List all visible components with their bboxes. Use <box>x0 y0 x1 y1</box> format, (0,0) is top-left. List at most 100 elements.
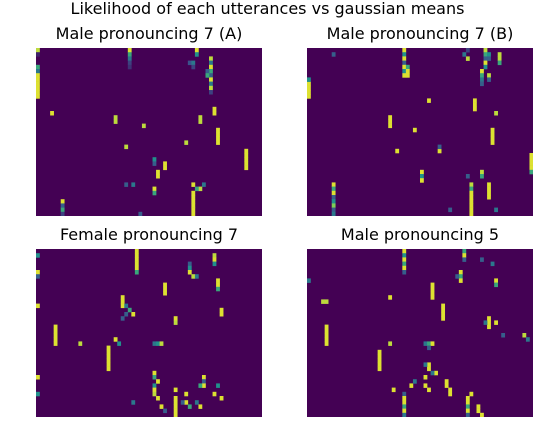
heatmap-cell <box>163 282 167 288</box>
heatmap-cell <box>127 64 132 70</box>
heatmap-cell <box>487 324 491 330</box>
heatmap-cell <box>402 261 407 267</box>
heatmap-cell <box>472 106 477 112</box>
heatmap-cell <box>187 60 192 66</box>
heatmap-cell <box>191 60 196 66</box>
heatmap-cell <box>402 253 407 258</box>
heatmap-cell <box>191 182 196 187</box>
heatmap-cell <box>141 123 146 129</box>
heatmap-cell <box>60 199 65 204</box>
heatmap-cell <box>402 69 407 74</box>
heatmap-cell <box>430 295 435 300</box>
heatmap-cell <box>159 404 164 409</box>
heatmap-cell <box>120 316 125 321</box>
heatmap-cell <box>216 286 220 292</box>
heatmap-cell <box>402 52 407 57</box>
heatmap-cell <box>469 203 474 208</box>
heatmap-male-7-b <box>307 48 533 216</box>
heatmap-cell <box>36 253 40 258</box>
heatmap-cell <box>163 161 167 166</box>
heatmap-cell <box>191 274 196 279</box>
heatmap-cell <box>405 64 410 70</box>
heatmap-cell <box>402 48 407 53</box>
heatmap-cell <box>194 400 199 405</box>
heatmap-cell <box>487 73 491 78</box>
heatmap-cell <box>405 69 410 74</box>
heatmap-cell <box>529 161 533 166</box>
heatmap-cell <box>53 341 58 346</box>
heatmap-cell <box>497 60 502 66</box>
heatmap-cell <box>497 56 502 61</box>
heatmap-cell <box>36 69 40 74</box>
heatmap-cell <box>525 337 530 342</box>
heatmap-cell <box>420 174 424 179</box>
heatmap-cell <box>388 115 393 120</box>
heatmap-cell <box>487 186 491 192</box>
heatmap-cell <box>522 333 527 338</box>
heatmap-cell <box>163 408 167 414</box>
heatmap-cell <box>117 341 122 346</box>
heatmap-cell <box>469 207 474 213</box>
heatmap-cell <box>529 165 533 171</box>
heatmap-cell <box>216 127 220 133</box>
heatmap-cell <box>53 337 58 342</box>
heatmap-cell <box>216 383 220 388</box>
heatmap-cell <box>472 102 477 108</box>
heatmap-cell <box>205 73 210 78</box>
heatmap-cell <box>476 408 481 414</box>
heatmap-cell <box>324 299 329 304</box>
heatmap-cell <box>36 52 40 57</box>
heatmap-cell <box>216 132 220 137</box>
heatmap-cell <box>201 383 206 388</box>
heatmap-cell <box>187 270 192 275</box>
heatmap-cell <box>331 52 336 57</box>
heatmap-cell <box>173 400 178 405</box>
heatmap-cell <box>480 73 484 78</box>
heatmap-cell <box>331 186 336 192</box>
heatmap-cell <box>152 387 157 393</box>
heatmap-cell <box>152 190 157 196</box>
heatmap-cell <box>480 174 484 179</box>
heatmap-cell <box>448 207 453 213</box>
heatmap-cell <box>483 56 488 61</box>
heatmap-cell <box>427 366 431 372</box>
heatmap-cell <box>487 320 491 325</box>
heatmap-cell <box>106 349 111 355</box>
heatmap-cell <box>476 404 481 409</box>
heatmap-cell <box>480 81 484 87</box>
heatmap-cell <box>212 261 217 267</box>
heatmap-cell <box>465 404 470 409</box>
heatmap-cell <box>187 404 192 409</box>
heatmap-cell <box>402 391 407 397</box>
heatmap-cell <box>487 77 491 82</box>
heatmap-cell <box>331 207 336 213</box>
heatmap-cell <box>529 153 533 158</box>
heatmap-cell <box>198 186 203 192</box>
heatmap-cell <box>113 115 118 120</box>
heatmap-cell <box>402 400 407 405</box>
heatmap-cell <box>462 52 467 57</box>
heatmap-cell <box>324 333 329 338</box>
heatmap-cell <box>209 60 213 66</box>
heatmap-cell <box>465 48 470 53</box>
heatmap-cell <box>430 370 435 376</box>
heatmap-cell <box>127 60 132 66</box>
heatmap-cell <box>219 312 224 317</box>
heatmap-cell <box>53 333 58 338</box>
heatmap-cell <box>483 60 488 66</box>
heatmap-cell <box>191 190 196 196</box>
heatmap-cell <box>198 383 203 388</box>
heatmap-cell <box>152 375 157 380</box>
heatmap-cell <box>324 324 329 330</box>
heatmap-cell <box>194 186 199 192</box>
heatmap-cell <box>469 190 474 196</box>
heatmap-cell <box>487 56 491 61</box>
heatmap-cell <box>324 328 329 334</box>
heatmap-cell <box>180 400 185 405</box>
heatmap-cell <box>163 291 167 296</box>
heatmap-cell <box>78 341 83 346</box>
heatmap-background <box>36 48 262 216</box>
heatmap-cell <box>377 354 382 359</box>
heatmap-cell <box>483 48 488 53</box>
heatmap-cell <box>448 387 453 393</box>
